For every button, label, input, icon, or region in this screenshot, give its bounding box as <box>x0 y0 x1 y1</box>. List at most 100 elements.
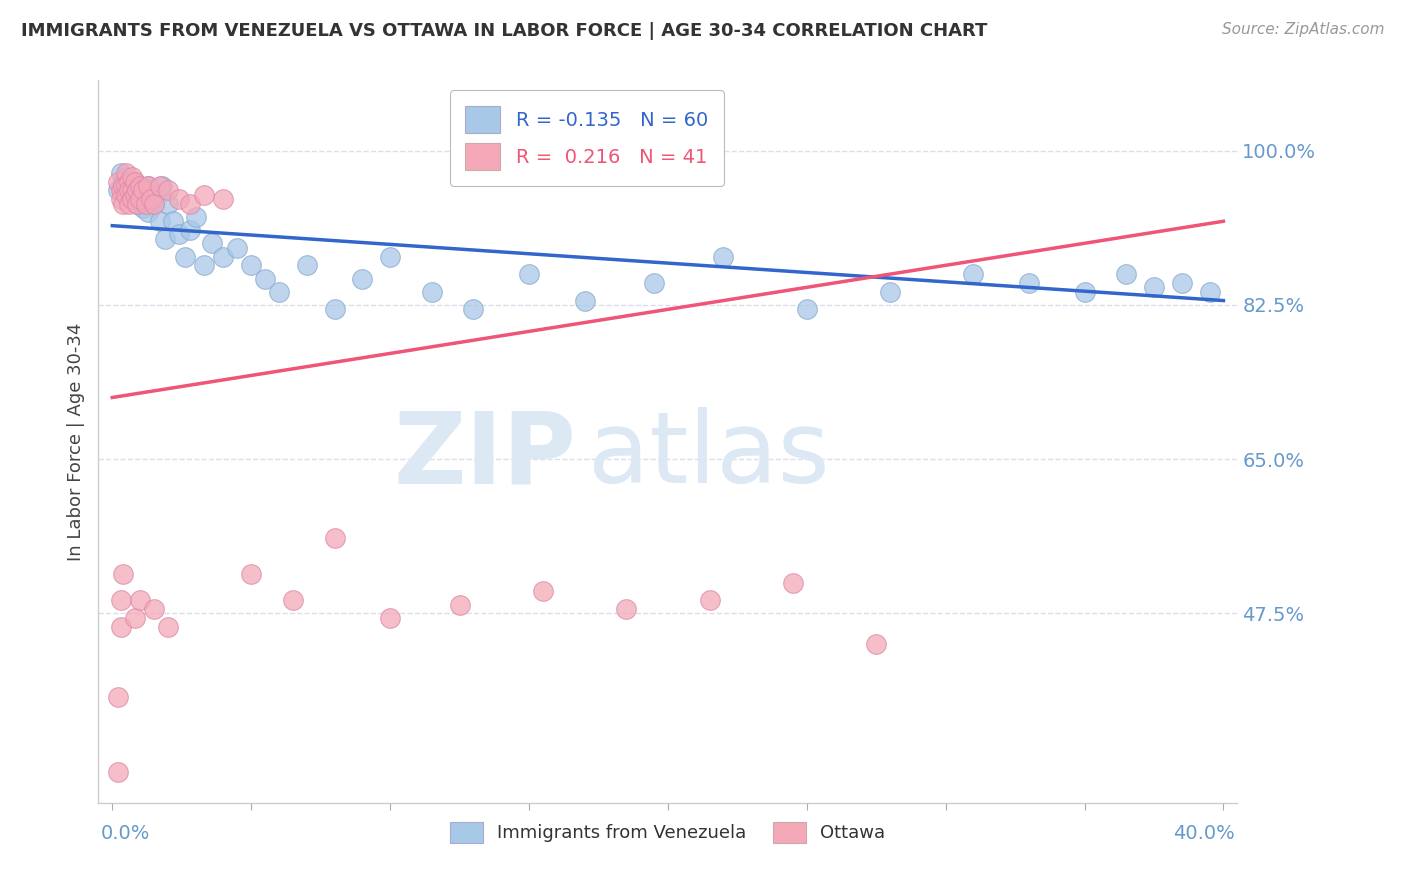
Point <box>129 192 152 206</box>
Point <box>226 241 249 255</box>
Point <box>129 179 152 194</box>
Point <box>1073 285 1095 299</box>
Point <box>138 205 160 219</box>
Point <box>1198 285 1220 299</box>
Point <box>121 170 143 185</box>
Point <box>112 179 135 194</box>
Point <box>463 302 485 317</box>
Point <box>132 201 155 215</box>
Point <box>118 175 141 189</box>
Point <box>323 532 346 546</box>
Point <box>173 250 195 264</box>
Point <box>145 187 167 202</box>
Point <box>179 196 201 211</box>
Point <box>135 187 157 202</box>
Point <box>167 192 190 206</box>
Point <box>118 183 141 197</box>
Point <box>121 187 143 202</box>
Point <box>1018 276 1040 290</box>
Point <box>167 227 190 242</box>
Point <box>124 611 146 625</box>
Point <box>240 566 263 581</box>
Point <box>124 183 146 197</box>
Text: 40.0%: 40.0% <box>1173 824 1234 844</box>
Point <box>135 196 157 211</box>
Point <box>143 602 166 616</box>
Point <box>378 611 401 625</box>
Point <box>153 232 176 246</box>
Point <box>129 593 152 607</box>
Point <box>115 179 138 194</box>
Point <box>124 175 146 189</box>
Point <box>110 619 132 633</box>
Point <box>110 593 132 607</box>
Point <box>184 210 207 224</box>
Y-axis label: In Labor Force | Age 30-34: In Labor Force | Age 30-34 <box>66 322 84 561</box>
Text: IMMIGRANTS FROM VENEZUELA VS OTTAWA IN LABOR FORCE | AGE 30-34 CORRELATION CHART: IMMIGRANTS FROM VENEZUELA VS OTTAWA IN L… <box>21 22 987 40</box>
Point <box>110 192 132 206</box>
Point <box>141 192 163 206</box>
Point <box>107 764 129 779</box>
Point <box>135 196 157 211</box>
Point <box>531 584 554 599</box>
Legend: Immigrants from Venezuela, Ottawa: Immigrants from Venezuela, Ottawa <box>441 813 894 852</box>
Point <box>110 183 132 197</box>
Point <box>141 183 163 197</box>
Point <box>212 192 235 206</box>
Point <box>574 293 596 308</box>
Point <box>121 192 143 206</box>
Point <box>112 175 135 189</box>
Point <box>127 196 149 211</box>
Point <box>796 302 818 317</box>
Point <box>193 187 215 202</box>
Point <box>115 187 138 202</box>
Point <box>212 250 235 264</box>
Point <box>156 183 179 197</box>
Point <box>118 192 141 206</box>
Point <box>713 250 735 264</box>
Point <box>323 302 346 317</box>
Point <box>129 179 152 194</box>
Point <box>517 267 540 281</box>
Point <box>115 166 138 180</box>
Point <box>267 285 290 299</box>
Point <box>782 575 804 590</box>
Point <box>420 285 443 299</box>
Point <box>121 179 143 194</box>
Point <box>115 170 138 185</box>
Point <box>156 196 179 211</box>
Point <box>112 566 135 581</box>
Point <box>132 183 155 197</box>
Text: atlas: atlas <box>588 408 830 505</box>
Point <box>879 285 901 299</box>
Point <box>449 598 471 612</box>
Point <box>1115 267 1137 281</box>
Point <box>699 593 721 607</box>
Point <box>614 602 637 616</box>
Point <box>150 179 173 194</box>
Point <box>107 183 129 197</box>
Point <box>143 196 166 211</box>
Point <box>127 196 149 211</box>
Point <box>121 183 143 197</box>
Point <box>281 593 304 607</box>
Point <box>962 267 984 281</box>
Point <box>107 690 129 704</box>
Point <box>352 271 374 285</box>
Point <box>156 619 179 633</box>
Point <box>643 276 665 290</box>
Point <box>378 250 401 264</box>
Point <box>129 183 152 197</box>
Point <box>129 192 152 206</box>
Point <box>162 214 184 228</box>
Point <box>124 175 146 189</box>
Point <box>295 258 318 272</box>
Point <box>127 183 149 197</box>
Point <box>179 223 201 237</box>
Point <box>124 192 146 206</box>
Point <box>118 183 141 197</box>
Text: ZIP: ZIP <box>394 408 576 505</box>
Text: 0.0%: 0.0% <box>101 824 150 844</box>
Point <box>254 271 277 285</box>
Point <box>148 214 170 228</box>
